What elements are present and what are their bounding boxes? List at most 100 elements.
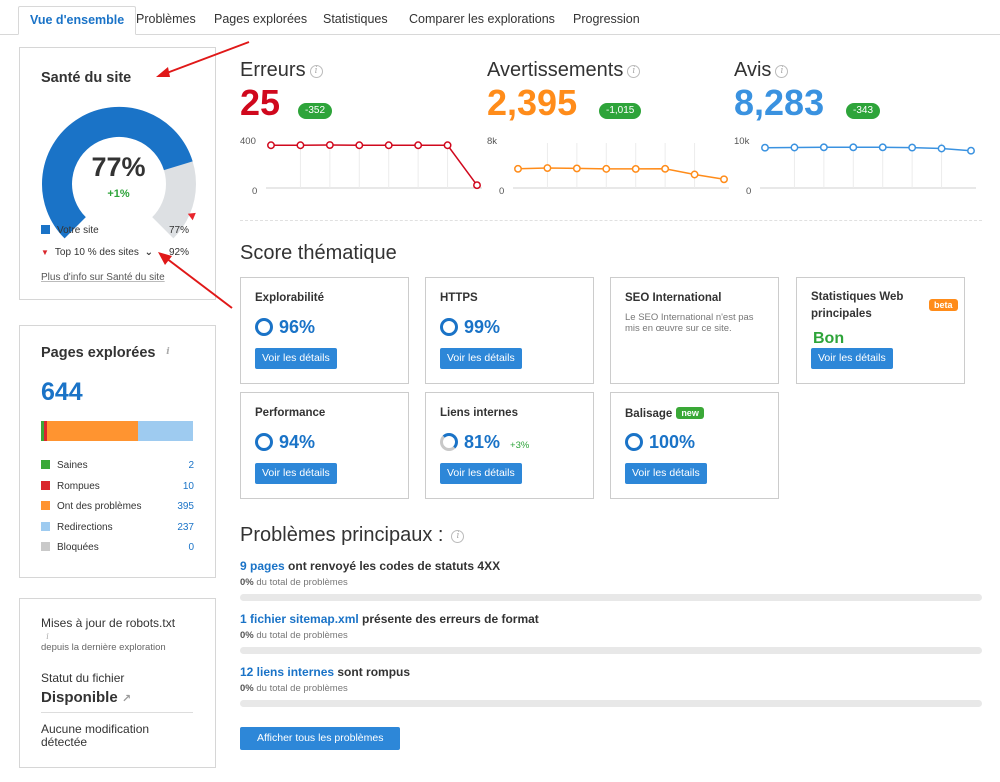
crawled-legend-row: Saines 2 <box>41 460 194 471</box>
show-all-issues-button[interactable]: Afficher tous les problèmes <box>240 727 401 750</box>
sparkline-point[interactable] <box>325 141 334 149</box>
metric-value[interactable]: 2,395 <box>487 82 578 123</box>
separator <box>240 220 982 221</box>
crawled-bar-segment[interactable] <box>43 421 47 441</box>
tab-overview[interactable]: Vue d'ensemble <box>18 6 137 35</box>
crawled-bar-segment[interactable] <box>41 421 44 441</box>
score-box-title: Statistiques Web principales <box>811 291 904 320</box>
sparkline-point[interactable] <box>296 141 305 150</box>
tab-issues[interactable]: Problèmes <box>136 12 196 26</box>
legend-label: Saines <box>57 460 88 471</box>
gauge-site-arc <box>42 106 193 239</box>
issue-bar <box>240 647 982 654</box>
legend-value[interactable]: 2 <box>188 460 194 471</box>
sparkline-point[interactable] <box>267 141 275 150</box>
sparkline-point[interactable] <box>967 146 975 155</box>
annotation-arrow-1 <box>156 41 250 77</box>
issue-link[interactable]: 1 fichier sitemap.xml <box>240 612 359 626</box>
sparkline-point[interactable] <box>514 164 522 173</box>
axis-tick-min: 0 <box>746 186 752 197</box>
details-button[interactable]: Voir les détails <box>440 463 522 484</box>
crawled-bar-segment[interactable] <box>138 421 193 441</box>
sparkline-point[interactable] <box>720 175 728 184</box>
legend-your-site: Votre site 77% <box>41 225 189 236</box>
info-icon[interactable]: i <box>46 632 49 641</box>
tab-crawled-pages[interactable]: Pages explorées <box>214 12 308 26</box>
external-link-icon[interactable]: ↗ <box>121 693 132 705</box>
crawled-pages-card: Pages explorées i 644 Saines 2 Rompues 10 Ont… <box>19 325 216 578</box>
details-button[interactable]: Voir les détails <box>440 348 522 369</box>
score-box-note: Le SEO International n'est pas mis en œu… <box>625 312 754 334</box>
tab-progress[interactable]: Progression <box>573 12 640 26</box>
score-box-pct[interactable]: 94% <box>255 431 315 453</box>
tab-statistics[interactable]: Statistiques <box>323 12 388 26</box>
sparkline-point[interactable] <box>661 164 670 173</box>
metric-sparkline <box>266 141 482 190</box>
sparkline-point[interactable] <box>414 141 423 150</box>
info-icon[interactable]: i <box>166 347 170 357</box>
legend-top10[interactable]: ▼ Top 10 % des sites ⌄ 92% <box>41 247 189 258</box>
issue-sub: du total de problèmes <box>253 630 348 641</box>
score-box-title: Balisage new <box>625 407 704 420</box>
sparkline-point[interactable] <box>878 143 887 152</box>
sparkline-point[interactable] <box>790 143 799 152</box>
score-box-pct[interactable]: 81% +3% <box>440 431 529 457</box>
score-box-title: SEO International <box>625 292 722 304</box>
sparkline-point[interactable] <box>631 164 640 173</box>
sparkline-point[interactable] <box>543 164 552 172</box>
score-box-title: Performance <box>255 407 326 419</box>
sparkline-point[interactable] <box>602 164 611 173</box>
metric-value[interactable]: 8,283 <box>734 82 825 123</box>
info-icon[interactable]: i <box>451 530 465 543</box>
sparkline-point[interactable] <box>443 141 452 150</box>
crawled-bar-segment[interactable] <box>46 421 139 441</box>
crawled-legend-row: Ont des problèmes 395 <box>41 501 194 512</box>
axis-tick-max: 400 <box>240 136 256 147</box>
score-box-status: Bon <box>813 330 845 347</box>
sparkline-line <box>271 144 478 186</box>
score-box-crawlability: Explorabilité 96% Voir les détails <box>240 277 409 384</box>
legend-value[interactable]: 10 <box>182 480 194 492</box>
tab-compare-crawls[interactable]: Comparer les explorations <box>409 12 555 26</box>
crawled-legend-row: Redirections 237 <box>41 521 194 533</box>
info-icon[interactable]: i <box>309 65 323 78</box>
score-box-pct[interactable]: 99% <box>440 316 500 338</box>
sparkline-point[interactable] <box>384 141 393 150</box>
legend-value[interactable]: 237 <box>177 521 194 533</box>
details-button[interactable]: Voir les détails <box>255 463 337 484</box>
file-status-value[interactable]: Disponible ↗ <box>41 689 132 706</box>
crawled-pages-total[interactable]: 644 <box>41 378 83 406</box>
score-box-pct[interactable]: 100% <box>625 431 695 453</box>
sparkline-point[interactable] <box>819 143 828 152</box>
chevron-down-icon[interactable]: ⌄ <box>144 247 154 258</box>
top10-label: Top 10 % des sites <box>54 247 139 258</box>
metric-value[interactable]: 25 <box>240 82 281 123</box>
issue-pct: 0% <box>240 683 254 694</box>
details-button[interactable]: Voir les détails <box>811 348 893 369</box>
metric-delta-badge: -352 <box>298 103 333 119</box>
sparkline-point[interactable] <box>355 141 364 150</box>
legend-value[interactable]: 0 <box>188 542 194 553</box>
sparkline-point[interactable] <box>473 181 481 190</box>
thematic-score-title: Score thématique <box>240 242 397 264</box>
details-button[interactable]: Voir les détails <box>625 463 707 484</box>
sparkline-point[interactable] <box>849 143 858 152</box>
sparkline-point[interactable] <box>908 143 917 152</box>
legend-value[interactable]: 395 <box>177 501 194 512</box>
info-icon[interactable]: i <box>775 65 789 78</box>
info-icon[interactable]: i <box>627 65 641 78</box>
sparkline-point[interactable] <box>690 170 699 179</box>
issue-link[interactable]: 12 liens internes <box>240 665 335 679</box>
legend-label: Ont des problèmes <box>57 501 142 512</box>
score-box-title: Liens internes <box>440 407 518 419</box>
site-health-more-link[interactable]: Plus d'info sur Santé du site <box>41 272 165 283</box>
sparkline-point[interactable] <box>937 144 946 153</box>
metric-delta-badge: -1,015 <box>599 103 642 119</box>
sparkline-line <box>517 167 725 181</box>
issue-link[interactable]: 9 pages <box>240 559 285 573</box>
axis-tick-max: 10k <box>734 136 750 147</box>
details-button[interactable]: Voir les détails <box>255 348 337 369</box>
sparkline-point[interactable] <box>572 164 581 173</box>
score-box-pct[interactable]: 96% <box>255 316 315 338</box>
sparkline-point[interactable] <box>761 143 769 152</box>
